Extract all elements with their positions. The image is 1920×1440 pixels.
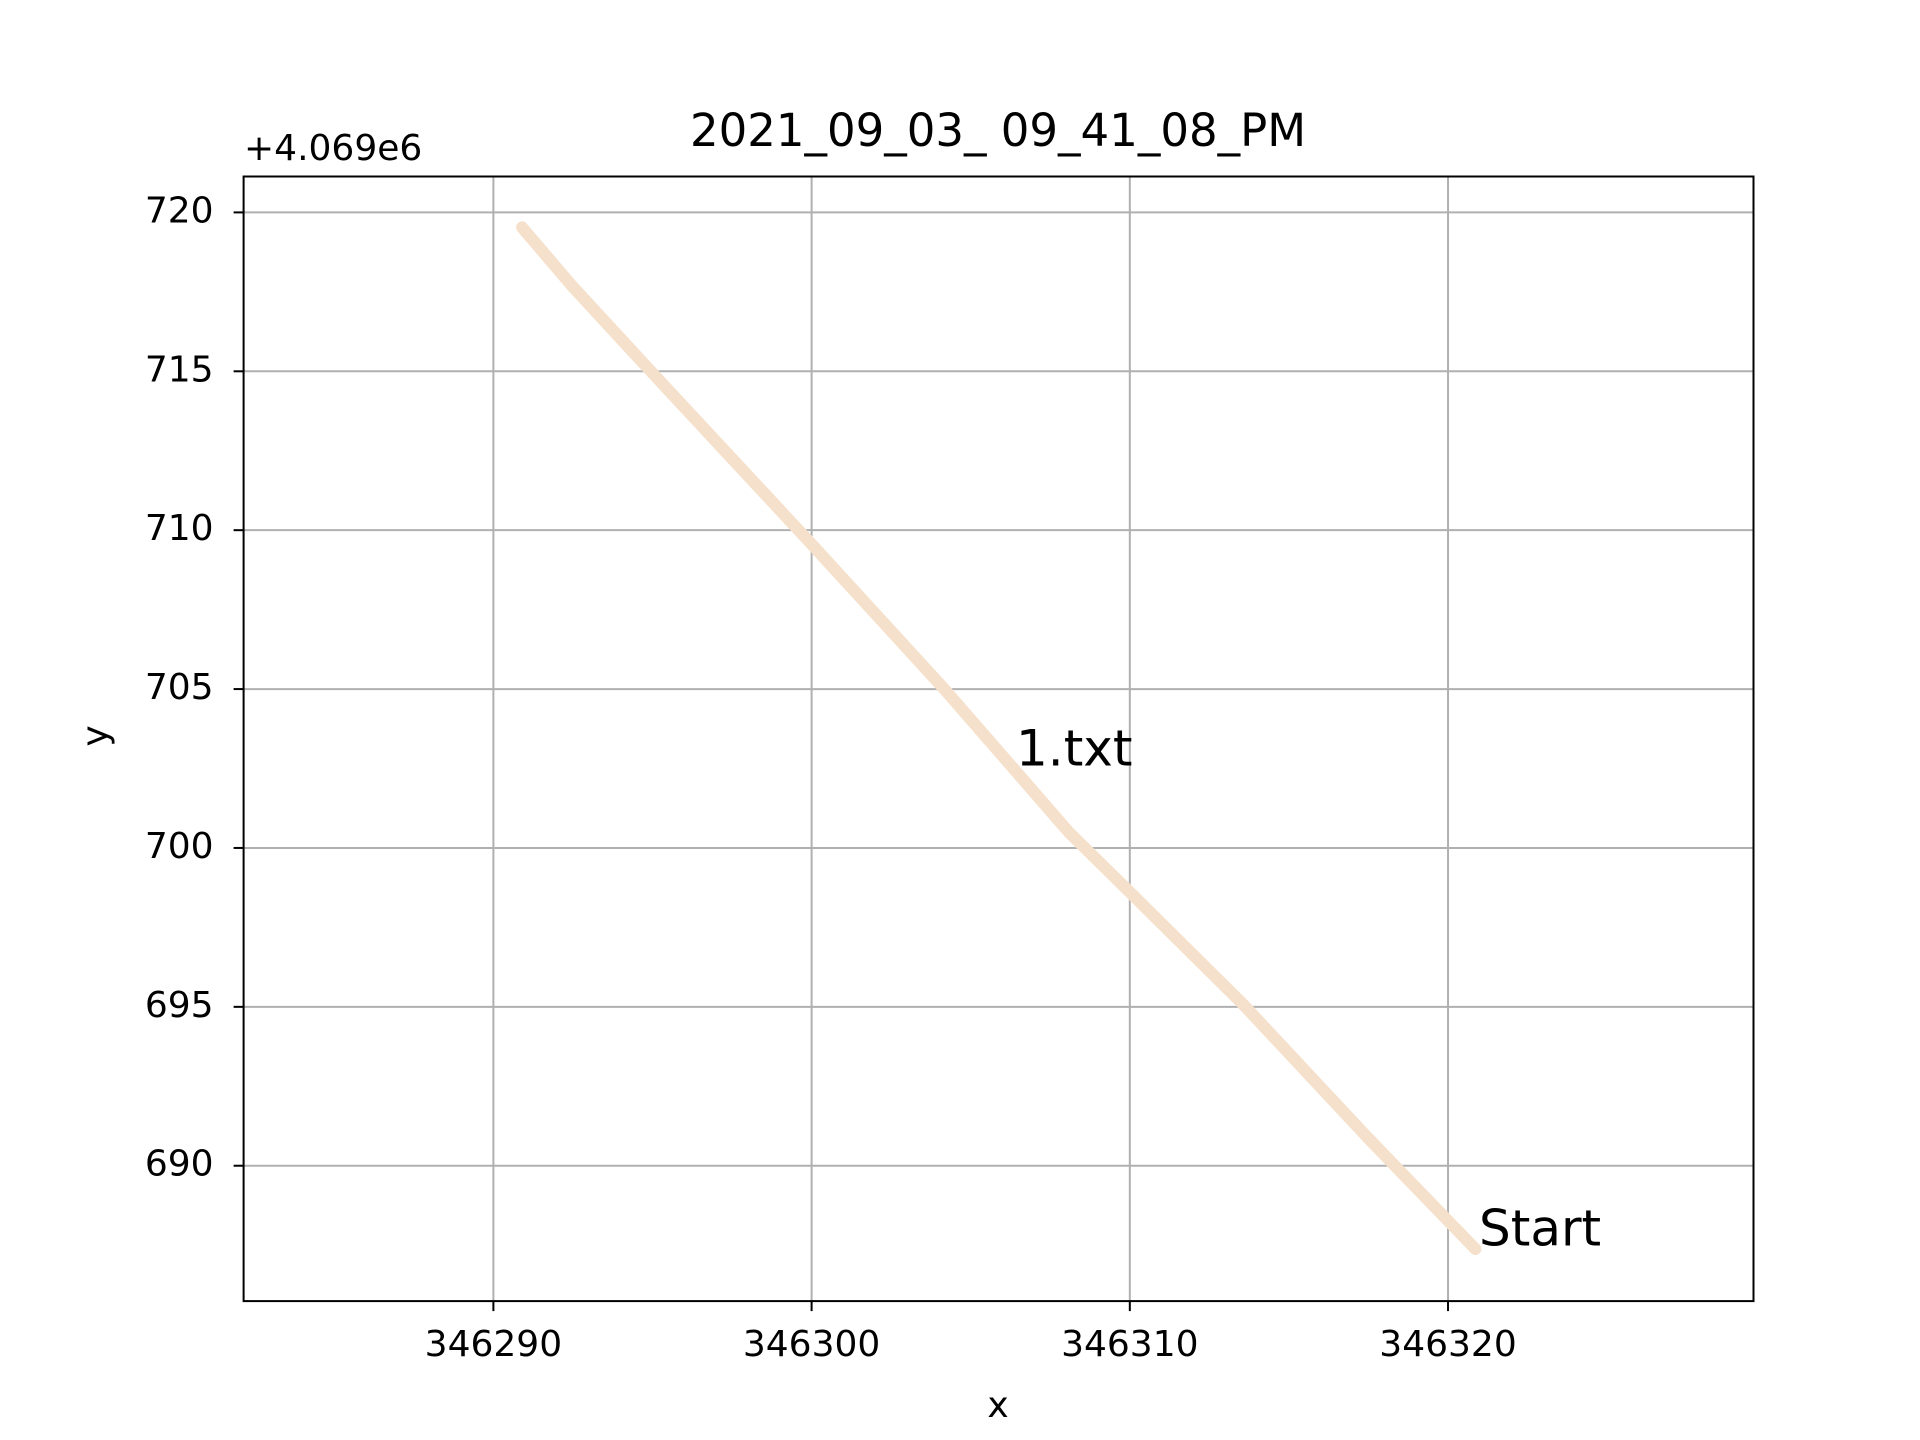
axes-frame <box>242 175 1755 1303</box>
y-offset-text: +4.069e6 <box>244 128 422 169</box>
x-tick-label: 346320 <box>1379 1324 1516 1365</box>
start-annotation: Start <box>1479 1200 1601 1258</box>
x-tick-label: 346300 <box>743 1324 880 1365</box>
y-tick-label: 705 <box>145 667 214 708</box>
x-axis-label: x <box>987 1385 1008 1426</box>
y-tick-label: 690 <box>145 1144 214 1185</box>
y-tick-label: 695 <box>145 985 214 1026</box>
chart-title: 2021_09_03_ 09_41_08_PM <box>690 104 1306 157</box>
y-axis-label: y <box>75 725 116 746</box>
y-tick-label: 710 <box>145 508 214 549</box>
y-tick-label: 715 <box>145 349 214 390</box>
plot-area <box>243 176 1754 1302</box>
trajectory-line <box>516 221 1482 1255</box>
x-tick-label: 346290 <box>425 1324 562 1365</box>
x-tick-label: 346310 <box>1061 1324 1198 1365</box>
annotation: 1.txt <box>1016 720 1133 778</box>
y-tick-label: 720 <box>145 190 214 231</box>
y-tick-label: 700 <box>145 826 214 867</box>
